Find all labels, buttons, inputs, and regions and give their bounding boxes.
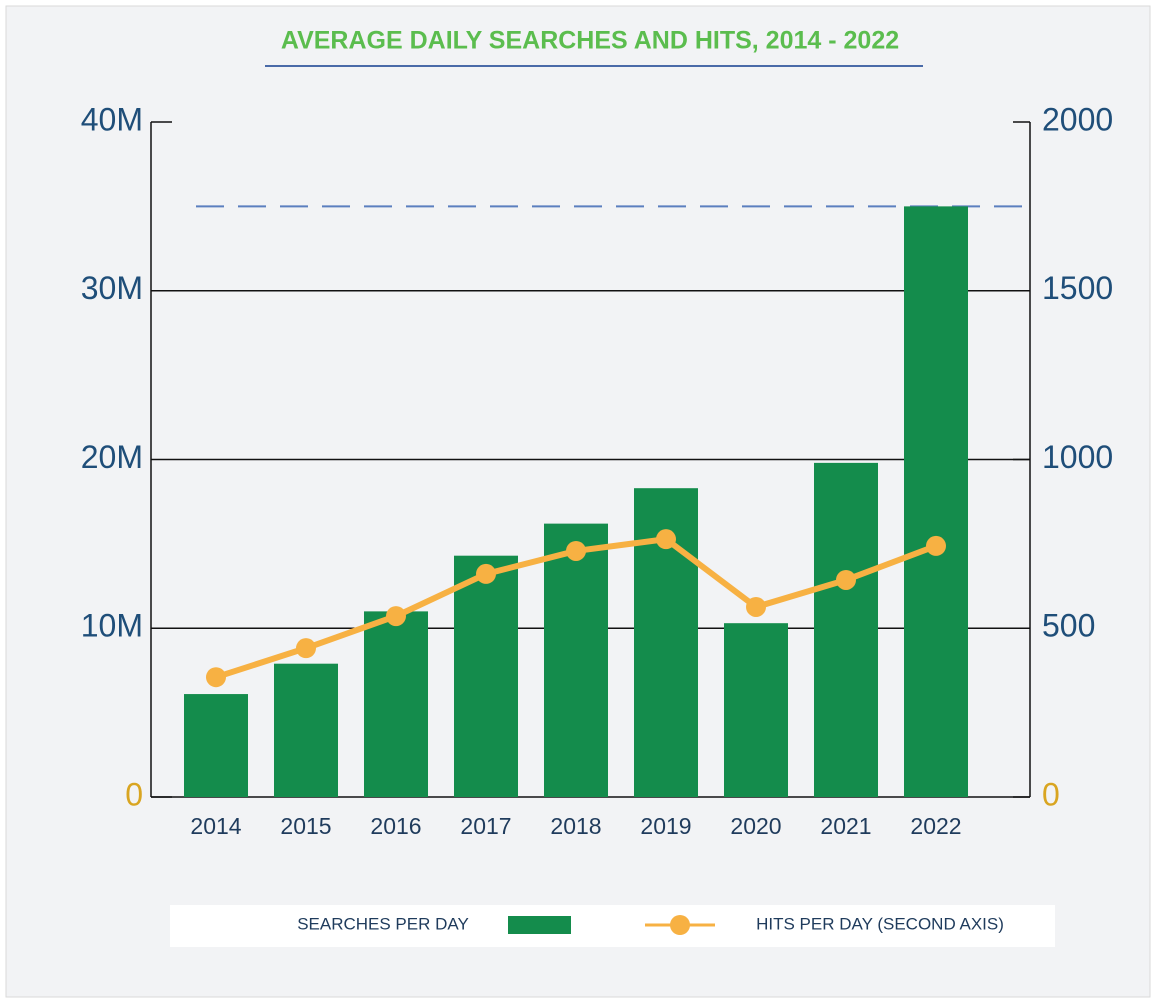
bar (814, 462, 878, 797)
point (476, 563, 496, 584)
point (566, 540, 586, 561)
point (206, 667, 226, 688)
y2-tick-label: 1500 (1042, 270, 1113, 306)
legend (170, 905, 1055, 947)
point (836, 569, 856, 590)
x-tick-label: 2021 (820, 813, 871, 839)
y2-tick-label: 500 (1042, 608, 1095, 644)
x-tick-label: 2016 (370, 813, 421, 839)
y2-tick-label: 2000 (1042, 101, 1113, 137)
y-tick-label: 30M (81, 270, 143, 306)
y-tick-label: 0 (125, 776, 143, 812)
legend-swatch (508, 916, 571, 934)
point (746, 596, 766, 617)
x-tick-label: 2018 (550, 813, 601, 839)
x-tick-label: 2020 (730, 813, 781, 839)
x-tick-label: 2017 (460, 813, 511, 839)
chart-title: AVERAGE DAILY SEARCHES AND HITS, 2014 - … (281, 27, 899, 55)
bar (544, 523, 608, 797)
y2-tick-label: 0 (1042, 776, 1060, 812)
legend-label: SEARCHES PER DAY (297, 914, 469, 933)
bar (364, 611, 428, 797)
y2-tick-label: 1000 (1042, 439, 1113, 475)
background (5, 5, 1151, 998)
y-tick-label: 10M (81, 608, 143, 644)
bar (274, 663, 338, 797)
bar (184, 694, 248, 797)
point (926, 535, 946, 556)
point (296, 638, 316, 659)
y-tick-label: 20M (81, 439, 143, 475)
legend-label: HITS PER DAY (SECOND AXIS) (756, 914, 1004, 933)
y-tick-label: 40M (81, 101, 143, 137)
point (656, 529, 676, 550)
x-tick-label: 2019 (640, 813, 691, 839)
x-tick-label: 2022 (910, 813, 961, 839)
point (386, 606, 406, 627)
bar (904, 206, 968, 797)
x-tick-label: 2015 (280, 813, 331, 839)
legend-swatch (670, 915, 690, 935)
bar (724, 623, 788, 797)
x-tick-label: 2014 (190, 813, 241, 839)
bar (454, 555, 518, 797)
